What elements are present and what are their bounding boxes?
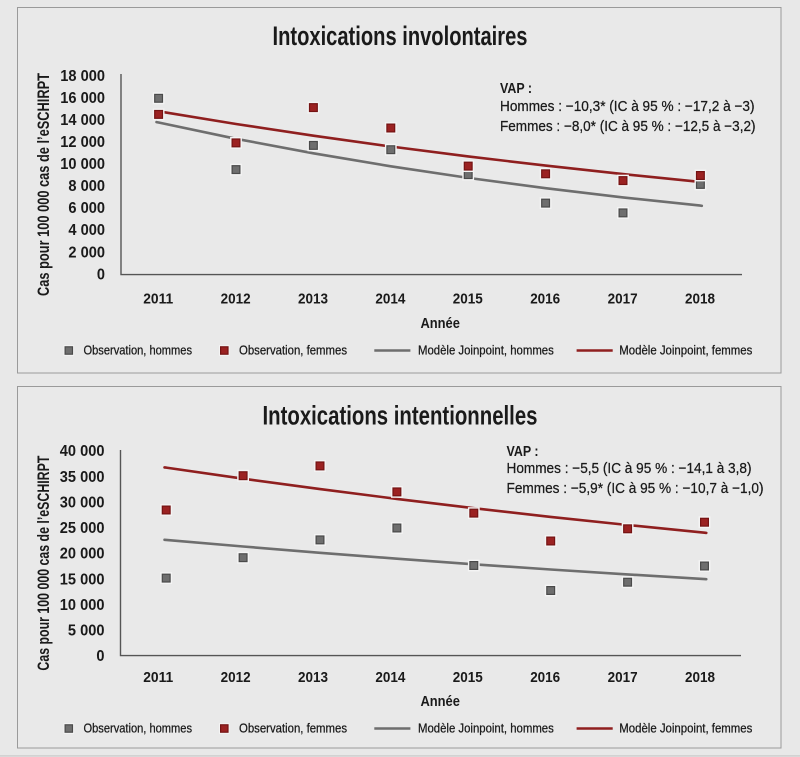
svg-text:VAP :: VAP : [500,81,532,97]
svg-text:14 000: 14 000 [60,112,105,129]
svg-text:2012: 2012 [221,290,251,307]
svg-text:25 000: 25 000 [60,520,105,537]
svg-text:2012: 2012 [221,669,251,686]
svg-text:Année: Année [420,693,460,710]
svg-text:Modèle Joinpoint, femmes: Modèle Joinpoint, femmes [619,721,752,735]
svg-text:16 000: 16 000 [60,90,105,107]
svg-text:8 000: 8 000 [68,178,105,195]
svg-text:0: 0 [96,648,104,665]
svg-text:Cas pour 100 000 cas de l’eSCH: Cas pour 100 000 cas de l’eSCHIRPT [34,73,53,296]
svg-text:Observation, femmes: Observation, femmes [239,721,347,735]
svg-text:Femmes : −8,0* (IC à 95 % : −1: Femmes : −8,0* (IC à 95 % : −12,5 à −3,2… [500,119,756,135]
svg-text:2013: 2013 [298,669,328,686]
svg-text:2015: 2015 [453,669,483,686]
svg-text:2018: 2018 [685,290,715,307]
svg-text:18 000: 18 000 [60,68,105,85]
svg-text:Modèle Joinpoint, hommes: Modèle Joinpoint, hommes [418,721,554,735]
svg-text:30 000: 30 000 [60,494,105,511]
svg-text:2016: 2016 [530,669,560,686]
svg-text:5 000: 5 000 [68,623,105,640]
svg-text:2018: 2018 [685,669,715,686]
svg-text:Hommes : −5,5 (IC à 95 % : −14: Hommes : −5,5 (IC à 95 % : −14,1 à 3,8) [507,461,752,477]
svg-text:10 000: 10 000 [60,597,105,614]
svg-text:4 000: 4 000 [68,222,105,239]
svg-text:2014: 2014 [375,669,406,686]
svg-text:2011: 2011 [143,669,173,686]
svg-text:40 000: 40 000 [60,443,105,460]
svg-text:Modèle Joinpoint, femmes: Modèle Joinpoint, femmes [619,343,752,357]
svg-text:0: 0 [97,266,105,283]
svg-text:12 000: 12 000 [60,134,105,151]
svg-text:Observation, femmes: Observation, femmes [239,343,347,357]
svg-text:Intoxications involontaires: Intoxications involontaires [273,21,528,51]
svg-text:2016: 2016 [530,290,560,307]
svg-text:6 000: 6 000 [68,200,105,217]
svg-text:VAP :: VAP : [507,444,539,460]
svg-text:2011: 2011 [143,290,173,307]
svg-text:Année: Année [420,315,460,332]
svg-text:Observation, hommes: Observation, hommes [84,721,193,735]
svg-text:2017: 2017 [608,669,638,686]
svg-text:2014: 2014 [375,290,406,307]
svg-text:Femmes : −5,9* (IC à 95 % : −1: Femmes : −5,9* (IC à 95 % : −10,7 à −1,0… [507,481,764,497]
svg-text:Hommes : −10,3* (IC à 95 % : −: Hommes : −10,3* (IC à 95 % : −17,2 à −3) [500,99,755,115]
svg-text:2015: 2015 [453,290,483,307]
svg-text:2013: 2013 [298,290,328,307]
svg-text:10 000: 10 000 [60,156,105,173]
svg-text:Modèle Joinpoint, hommes: Modèle Joinpoint, hommes [418,343,554,357]
svg-text:Intoxications intentionnelles: Intoxications intentionnelles [263,400,538,430]
svg-text:Observation, hommes: Observation, hommes [84,343,193,357]
svg-text:35 000: 35 000 [60,469,105,486]
svg-text:15 000: 15 000 [60,571,105,588]
svg-text:20 000: 20 000 [60,546,105,563]
svg-text:Cas pour 100 000 cas de l’eSCH: Cas pour 100 000 cas de l’eSCHIRPT [34,455,53,670]
svg-text:2 000: 2 000 [68,244,105,261]
svg-text:2017: 2017 [608,290,638,307]
